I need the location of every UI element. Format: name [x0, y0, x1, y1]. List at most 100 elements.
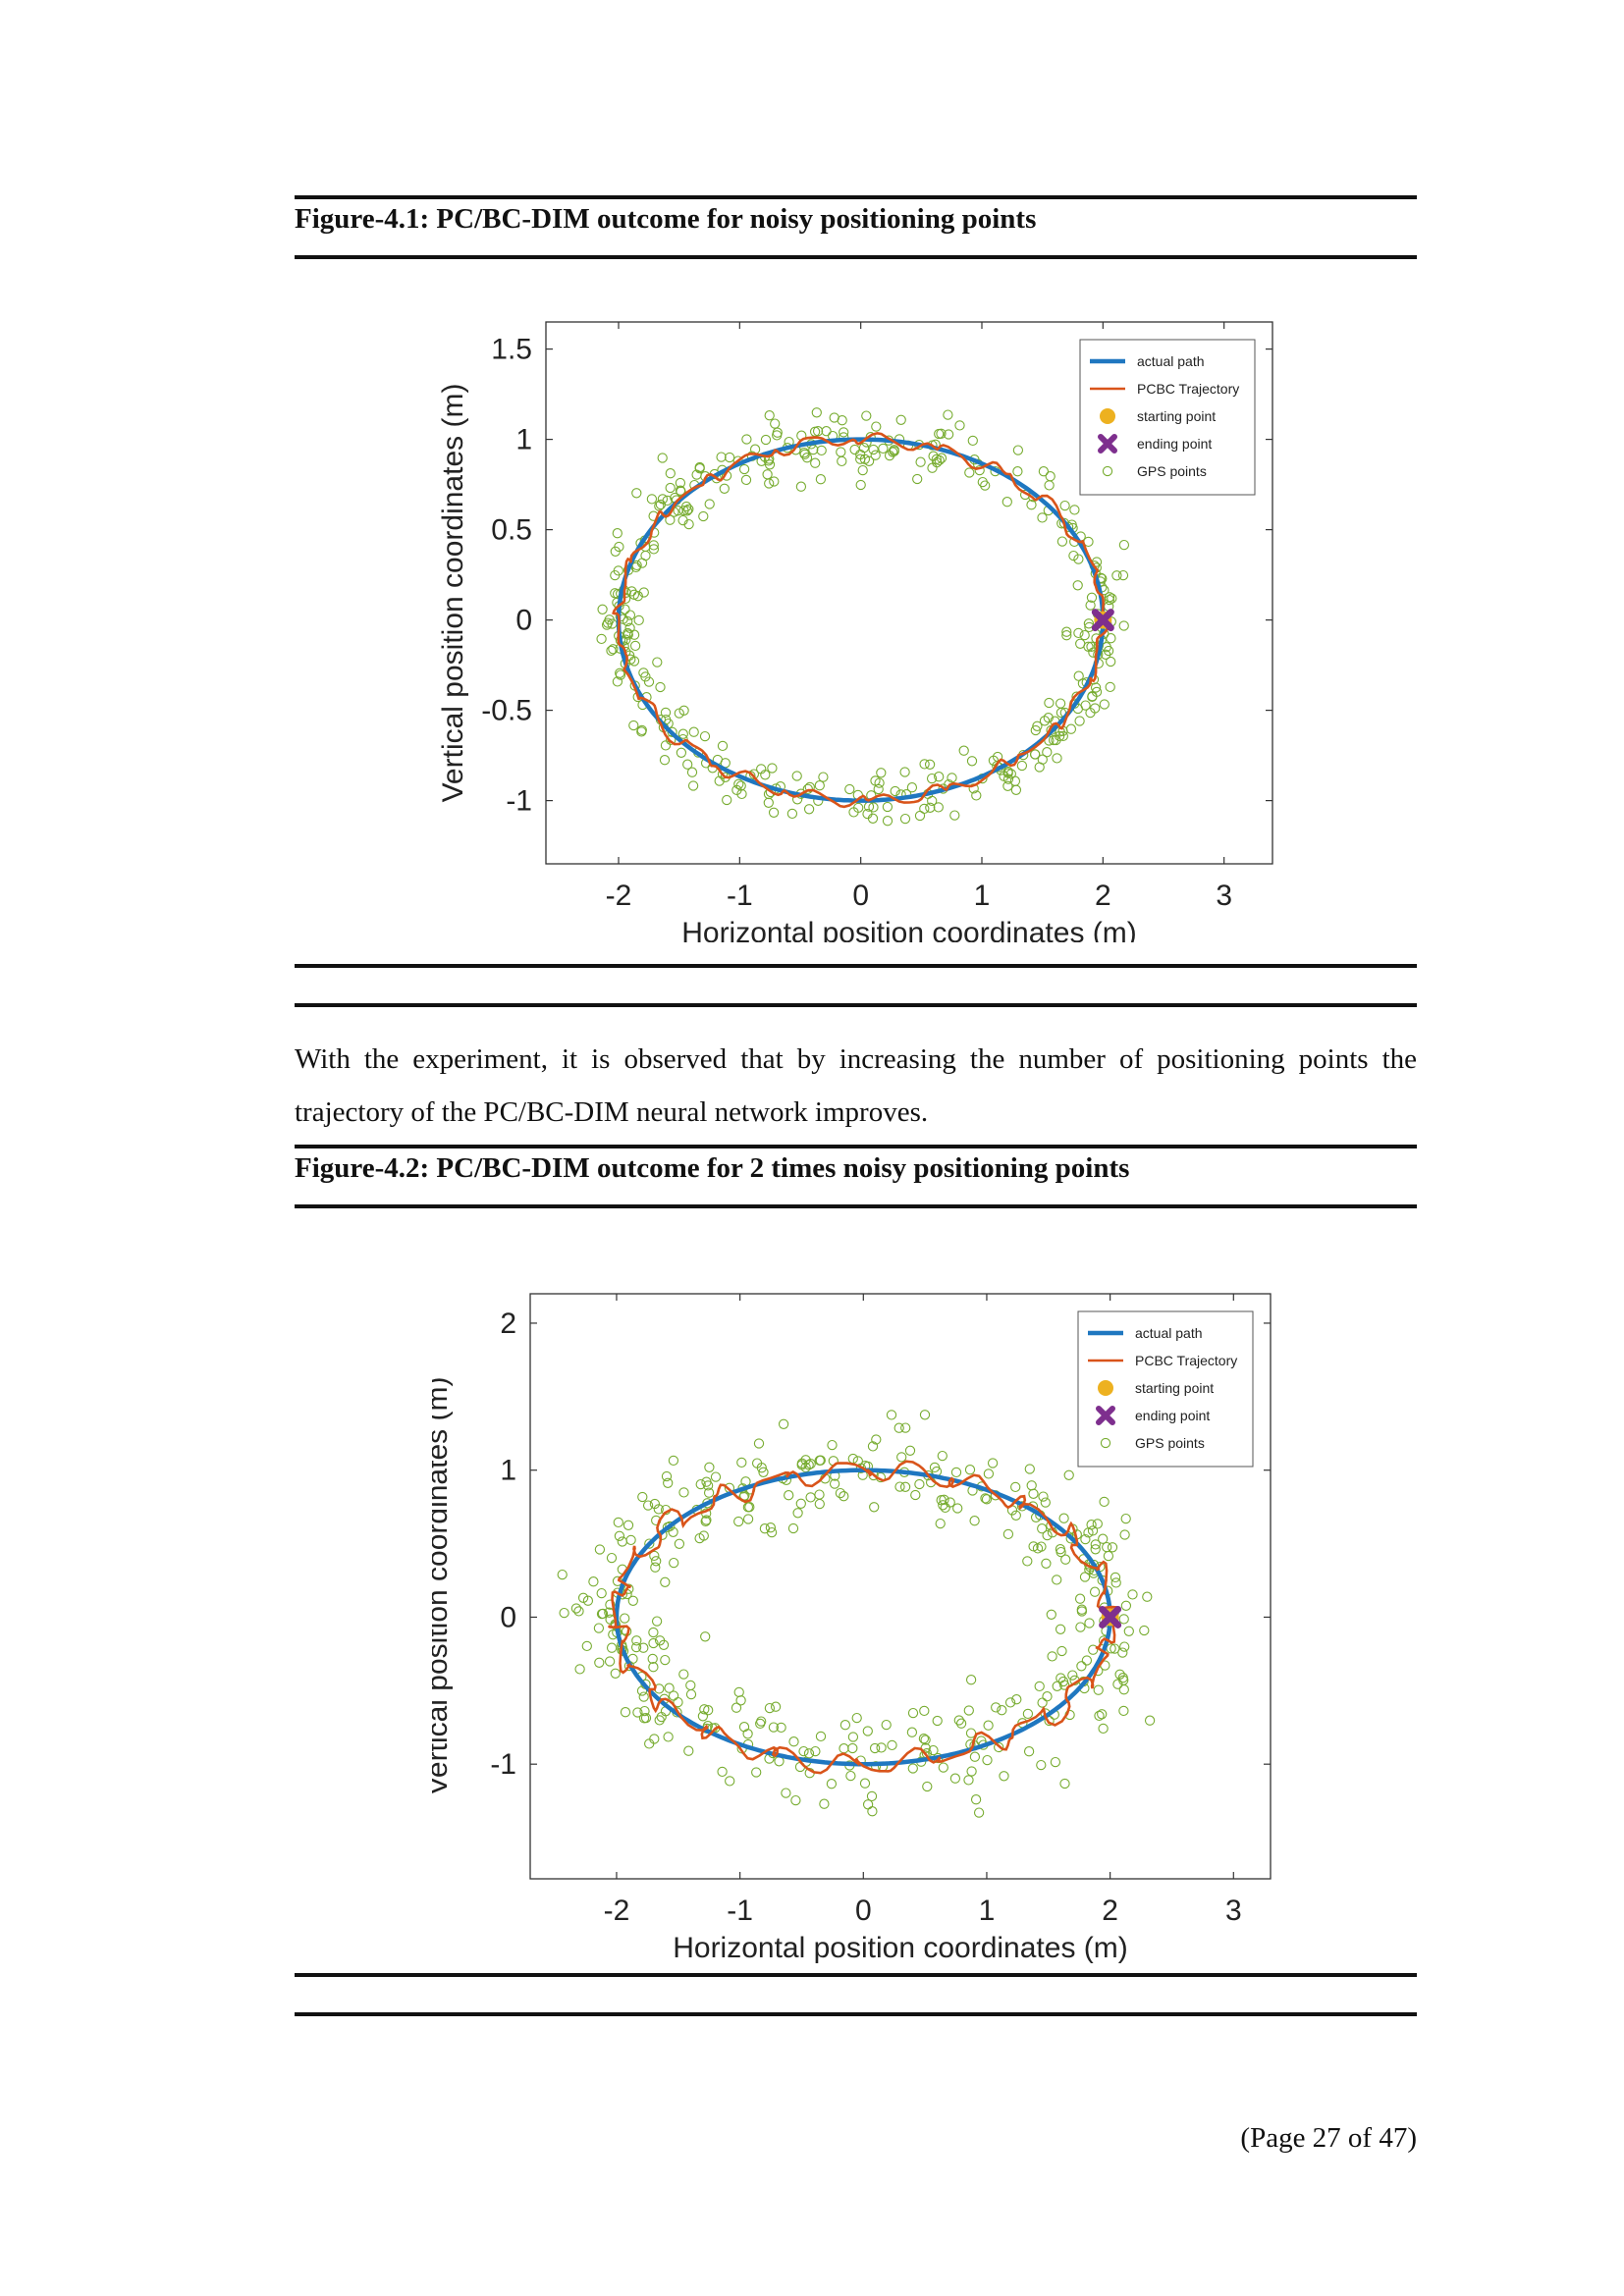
gps-point	[631, 1635, 642, 1646]
gps-point	[971, 790, 982, 801]
gps-point	[660, 1576, 671, 1587]
x-axis-label: Horizontal position coordinates (m)	[681, 917, 1137, 942]
gps-point	[660, 740, 672, 751]
x-tick-label: -1	[727, 880, 753, 912]
gps-point	[1004, 1697, 1016, 1708]
gps-point	[1087, 1525, 1099, 1536]
y-tick-label: 0.5	[491, 514, 532, 547]
gps-point	[869, 1742, 881, 1754]
gps-point	[808, 444, 819, 455]
gps-point	[784, 1490, 794, 1501]
gps-point	[811, 407, 822, 418]
gps-point	[651, 1616, 663, 1627]
gps-point	[581, 1640, 592, 1652]
gps-point	[1117, 1647, 1128, 1658]
legend-label: actual path	[1135, 1325, 1203, 1341]
gps-point	[736, 1457, 747, 1468]
gps-point	[1118, 620, 1129, 631]
ending-point-marker	[1091, 609, 1114, 632]
gps-point	[987, 1458, 999, 1468]
gps-point	[1110, 1577, 1121, 1588]
gps-point	[836, 447, 846, 457]
legend-label: GPS points	[1135, 1435, 1205, 1451]
gps-point	[839, 1491, 849, 1502]
y-tick-label: 0	[515, 605, 532, 637]
gps-point	[725, 1776, 735, 1787]
gps-point	[1036, 1541, 1047, 1552]
x-tick-label: -2	[604, 1895, 630, 1927]
gps-point	[867, 1441, 879, 1452]
gps-point	[1119, 1641, 1130, 1652]
gps-point	[742, 1502, 754, 1513]
gps-point	[675, 477, 686, 489]
x-tick-label: 3	[1225, 1895, 1242, 1927]
gps-point	[818, 772, 829, 782]
gps-point	[1097, 1709, 1108, 1720]
gps-point	[1075, 1622, 1086, 1632]
gps-point	[953, 1715, 964, 1726]
gps-point	[1067, 1670, 1078, 1681]
gps-point	[973, 1807, 985, 1818]
gps-point	[954, 420, 965, 431]
gps-point	[1002, 1528, 1014, 1540]
gps-point	[630, 1641, 642, 1653]
gps-point	[1074, 716, 1085, 726]
gps-point	[904, 1445, 916, 1456]
gps-point	[816, 445, 827, 456]
gps-point	[601, 619, 613, 630]
gps-point	[700, 1516, 711, 1527]
gps-point	[1094, 1710, 1105, 1722]
gps-point	[1144, 1715, 1156, 1726]
gps-point	[839, 1720, 851, 1731]
gps-point	[919, 1410, 931, 1420]
gps-point	[1100, 649, 1111, 660]
gps-point	[888, 447, 898, 457]
gps-point	[1083, 618, 1095, 629]
gps-point	[1056, 1546, 1066, 1558]
gps-point	[907, 1763, 918, 1774]
gps-point	[1063, 1469, 1074, 1480]
x-tick-label: 2	[1102, 1895, 1118, 1927]
gps-point	[1089, 1586, 1101, 1597]
gps-point	[974, 464, 985, 476]
gps-point	[620, 1613, 630, 1624]
legend-icon-ending-point	[1098, 434, 1117, 454]
y-tick-label: -0.5	[481, 695, 532, 727]
gps-point	[1056, 1645, 1067, 1657]
gps-point	[623, 627, 633, 639]
gps-point	[876, 1742, 887, 1753]
gps-point	[631, 488, 642, 499]
gps-point	[943, 429, 954, 440]
gps-point	[654, 1715, 665, 1726]
gps-point	[1081, 1655, 1093, 1666]
gps-point	[851, 1712, 862, 1724]
gps-point	[1065, 723, 1077, 734]
gps-point	[827, 1439, 838, 1451]
gps-point	[665, 514, 676, 525]
gps-point	[786, 808, 798, 820]
y-tick-label: 2	[500, 1308, 516, 1340]
gps-point	[1047, 1651, 1057, 1662]
body-paragraph: With the experiment, it is observed that…	[295, 1043, 1417, 1128]
gps-point	[1059, 1778, 1070, 1789]
gps-point	[866, 1790, 878, 1802]
gps-point	[638, 1691, 649, 1702]
gps-point	[958, 745, 969, 756]
gps-point	[751, 1458, 763, 1468]
gps-point	[677, 514, 688, 526]
gps-point	[733, 1516, 744, 1527]
gps-point	[1118, 1684, 1129, 1695]
gps-point	[615, 667, 625, 678]
gps-point	[1111, 570, 1122, 581]
gps-point	[1016, 760, 1028, 772]
gps-point	[821, 426, 832, 437]
gps-point	[982, 1754, 993, 1766]
gps-point	[980, 1493, 991, 1504]
gps-point	[878, 443, 889, 454]
gps-point	[938, 1500, 948, 1511]
gps-point	[1022, 1708, 1034, 1720]
gps-point	[685, 1688, 697, 1700]
gps-point	[765, 1522, 777, 1533]
gps-point	[920, 1735, 931, 1745]
gps-point	[574, 1664, 585, 1675]
